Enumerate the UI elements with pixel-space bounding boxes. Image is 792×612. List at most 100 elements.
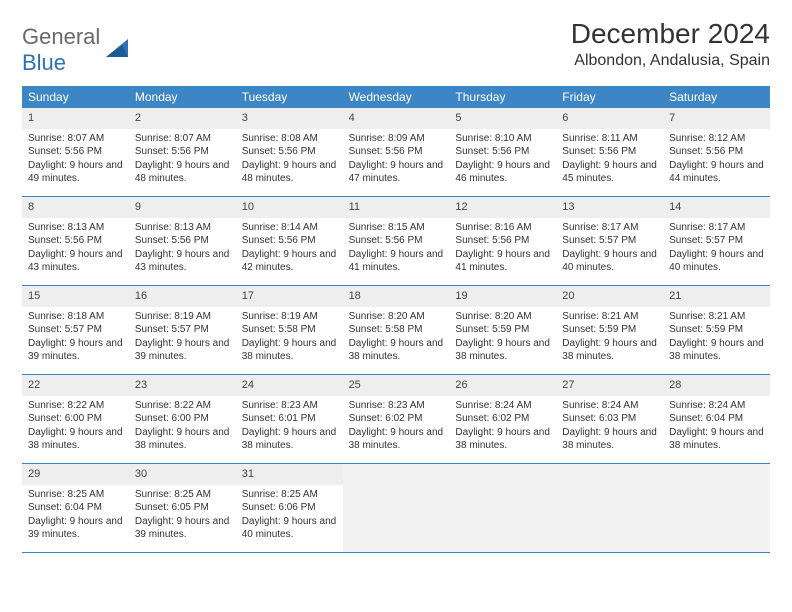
day-body: Sunrise: 8:19 AMSunset: 5:57 PMDaylight:… [129,307,236,370]
day-body: Sunrise: 8:14 AMSunset: 5:56 PMDaylight:… [236,218,343,281]
day-cell: 27Sunrise: 8:24 AMSunset: 6:03 PMDayligh… [556,375,663,463]
day-number: 2 [129,108,236,129]
sunrise-line: Sunrise: 8:07 AM [135,132,230,146]
daylight-line: Daylight: 9 hours and 39 minutes. [135,515,230,542]
sunset-line: Sunset: 5:58 PM [242,323,337,337]
day-number: 14 [663,197,770,218]
daylight-line: Daylight: 9 hours and 40 minutes. [562,248,657,275]
day-number: 10 [236,197,343,218]
day-body: Sunrise: 8:20 AMSunset: 5:58 PMDaylight:… [343,307,450,370]
day-header: Wednesday [343,86,450,108]
logo-triangle-icon [104,35,130,66]
title-block: December 2024 Albondon, Andalusia, Spain [571,18,770,70]
day-number: 1 [22,108,129,129]
day-cell: 14Sunrise: 8:17 AMSunset: 5:57 PMDayligh… [663,197,770,285]
day-cell: 1Sunrise: 8:07 AMSunset: 5:56 PMDaylight… [22,108,129,196]
day-number: 29 [22,464,129,485]
sunrise-line: Sunrise: 8:20 AM [455,310,550,324]
daylight-line: Daylight: 9 hours and 47 minutes. [349,159,444,186]
day-cell: 19Sunrise: 8:20 AMSunset: 5:59 PMDayligh… [449,286,556,374]
day-body: Sunrise: 8:15 AMSunset: 5:56 PMDaylight:… [343,218,450,281]
day-cell: 16Sunrise: 8:19 AMSunset: 5:57 PMDayligh… [129,286,236,374]
header: General Blue December 2024 Albondon, And… [22,18,770,76]
day-header: Monday [129,86,236,108]
day-body: Sunrise: 8:13 AMSunset: 5:56 PMDaylight:… [22,218,129,281]
day-body: Sunrise: 8:24 AMSunset: 6:04 PMDaylight:… [663,396,770,459]
day-number: 26 [449,375,556,396]
sunrise-line: Sunrise: 8:23 AM [349,399,444,413]
day-cell: 8Sunrise: 8:13 AMSunset: 5:56 PMDaylight… [22,197,129,285]
day-number: 8 [22,197,129,218]
sunset-line: Sunset: 5:56 PM [562,145,657,159]
daylight-line: Daylight: 9 hours and 38 minutes. [562,426,657,453]
sunset-line: Sunset: 5:56 PM [242,234,337,248]
day-body: Sunrise: 8:17 AMSunset: 5:57 PMDaylight:… [556,218,663,281]
day-header-row: SundayMondayTuesdayWednesdayThursdayFrid… [22,86,770,108]
day-cell: 22Sunrise: 8:22 AMSunset: 6:00 PMDayligh… [22,375,129,463]
daylight-line: Daylight: 9 hours and 42 minutes. [242,248,337,275]
day-body: Sunrise: 8:25 AMSunset: 6:04 PMDaylight:… [22,485,129,548]
sunrise-line: Sunrise: 8:21 AM [562,310,657,324]
day-cell: 4Sunrise: 8:09 AMSunset: 5:56 PMDaylight… [343,108,450,196]
sunrise-line: Sunrise: 8:25 AM [28,488,123,502]
day-number: 17 [236,286,343,307]
sunset-line: Sunset: 5:56 PM [135,145,230,159]
sunrise-line: Sunrise: 8:17 AM [562,221,657,235]
day-cell: 11Sunrise: 8:15 AMSunset: 5:56 PMDayligh… [343,197,450,285]
week-row: 8Sunrise: 8:13 AMSunset: 5:56 PMDaylight… [22,197,770,286]
daylight-line: Daylight: 9 hours and 41 minutes. [455,248,550,275]
day-body: Sunrise: 8:10 AMSunset: 5:56 PMDaylight:… [449,129,556,192]
week-row: 15Sunrise: 8:18 AMSunset: 5:57 PMDayligh… [22,286,770,375]
sunset-line: Sunset: 5:56 PM [28,145,123,159]
day-body: Sunrise: 8:07 AMSunset: 5:56 PMDaylight:… [22,129,129,192]
day-cell: 26Sunrise: 8:24 AMSunset: 6:02 PMDayligh… [449,375,556,463]
day-body: Sunrise: 8:11 AMSunset: 5:56 PMDaylight:… [556,129,663,192]
daylight-line: Daylight: 9 hours and 38 minutes. [669,337,764,364]
day-body: Sunrise: 8:25 AMSunset: 6:05 PMDaylight:… [129,485,236,548]
day-cell: 6Sunrise: 8:11 AMSunset: 5:56 PMDaylight… [556,108,663,196]
day-body: Sunrise: 8:22 AMSunset: 6:00 PMDaylight:… [22,396,129,459]
sunrise-line: Sunrise: 8:07 AM [28,132,123,146]
day-cell: 18Sunrise: 8:20 AMSunset: 5:58 PMDayligh… [343,286,450,374]
sunset-line: Sunset: 5:59 PM [455,323,550,337]
daylight-line: Daylight: 9 hours and 38 minutes. [455,426,550,453]
day-cell: 31Sunrise: 8:25 AMSunset: 6:06 PMDayligh… [236,464,343,552]
daylight-line: Daylight: 9 hours and 40 minutes. [242,515,337,542]
sunrise-line: Sunrise: 8:22 AM [28,399,123,413]
sunrise-line: Sunrise: 8:21 AM [669,310,764,324]
day-body: Sunrise: 8:20 AMSunset: 5:59 PMDaylight:… [449,307,556,370]
day-number: 19 [449,286,556,307]
day-body: Sunrise: 8:21 AMSunset: 5:59 PMDaylight:… [663,307,770,370]
sunset-line: Sunset: 6:02 PM [455,412,550,426]
day-body: Sunrise: 8:23 AMSunset: 6:02 PMDaylight:… [343,396,450,459]
calendar: SundayMondayTuesdayWednesdayThursdayFrid… [22,86,770,553]
sunrise-line: Sunrise: 8:16 AM [455,221,550,235]
sunrise-line: Sunrise: 8:14 AM [242,221,337,235]
sunset-line: Sunset: 6:00 PM [135,412,230,426]
sunset-line: Sunset: 5:56 PM [669,145,764,159]
logo-text-general: General [22,24,100,49]
sunset-line: Sunset: 6:02 PM [349,412,444,426]
sunrise-line: Sunrise: 8:10 AM [455,132,550,146]
day-number: 15 [22,286,129,307]
day-body: Sunrise: 8:08 AMSunset: 5:56 PMDaylight:… [236,129,343,192]
sunrise-line: Sunrise: 8:12 AM [669,132,764,146]
sunset-line: Sunset: 5:58 PM [349,323,444,337]
week-row: 29Sunrise: 8:25 AMSunset: 6:04 PMDayligh… [22,464,770,553]
logo: General Blue [22,18,130,76]
sunrise-line: Sunrise: 8:13 AM [135,221,230,235]
day-body: Sunrise: 8:16 AMSunset: 5:56 PMDaylight:… [449,218,556,281]
day-number: 18 [343,286,450,307]
day-number: 25 [343,375,450,396]
sunset-line: Sunset: 6:04 PM [28,501,123,515]
sunset-line: Sunset: 6:05 PM [135,501,230,515]
sunset-line: Sunset: 6:04 PM [669,412,764,426]
day-header: Thursday [449,86,556,108]
day-cell: 3Sunrise: 8:08 AMSunset: 5:56 PMDaylight… [236,108,343,196]
daylight-line: Daylight: 9 hours and 46 minutes. [455,159,550,186]
day-cell: 17Sunrise: 8:19 AMSunset: 5:58 PMDayligh… [236,286,343,374]
day-cell: 2Sunrise: 8:07 AMSunset: 5:56 PMDaylight… [129,108,236,196]
daylight-line: Daylight: 9 hours and 45 minutes. [562,159,657,186]
day-cell: 28Sunrise: 8:24 AMSunset: 6:04 PMDayligh… [663,375,770,463]
sunset-line: Sunset: 6:01 PM [242,412,337,426]
